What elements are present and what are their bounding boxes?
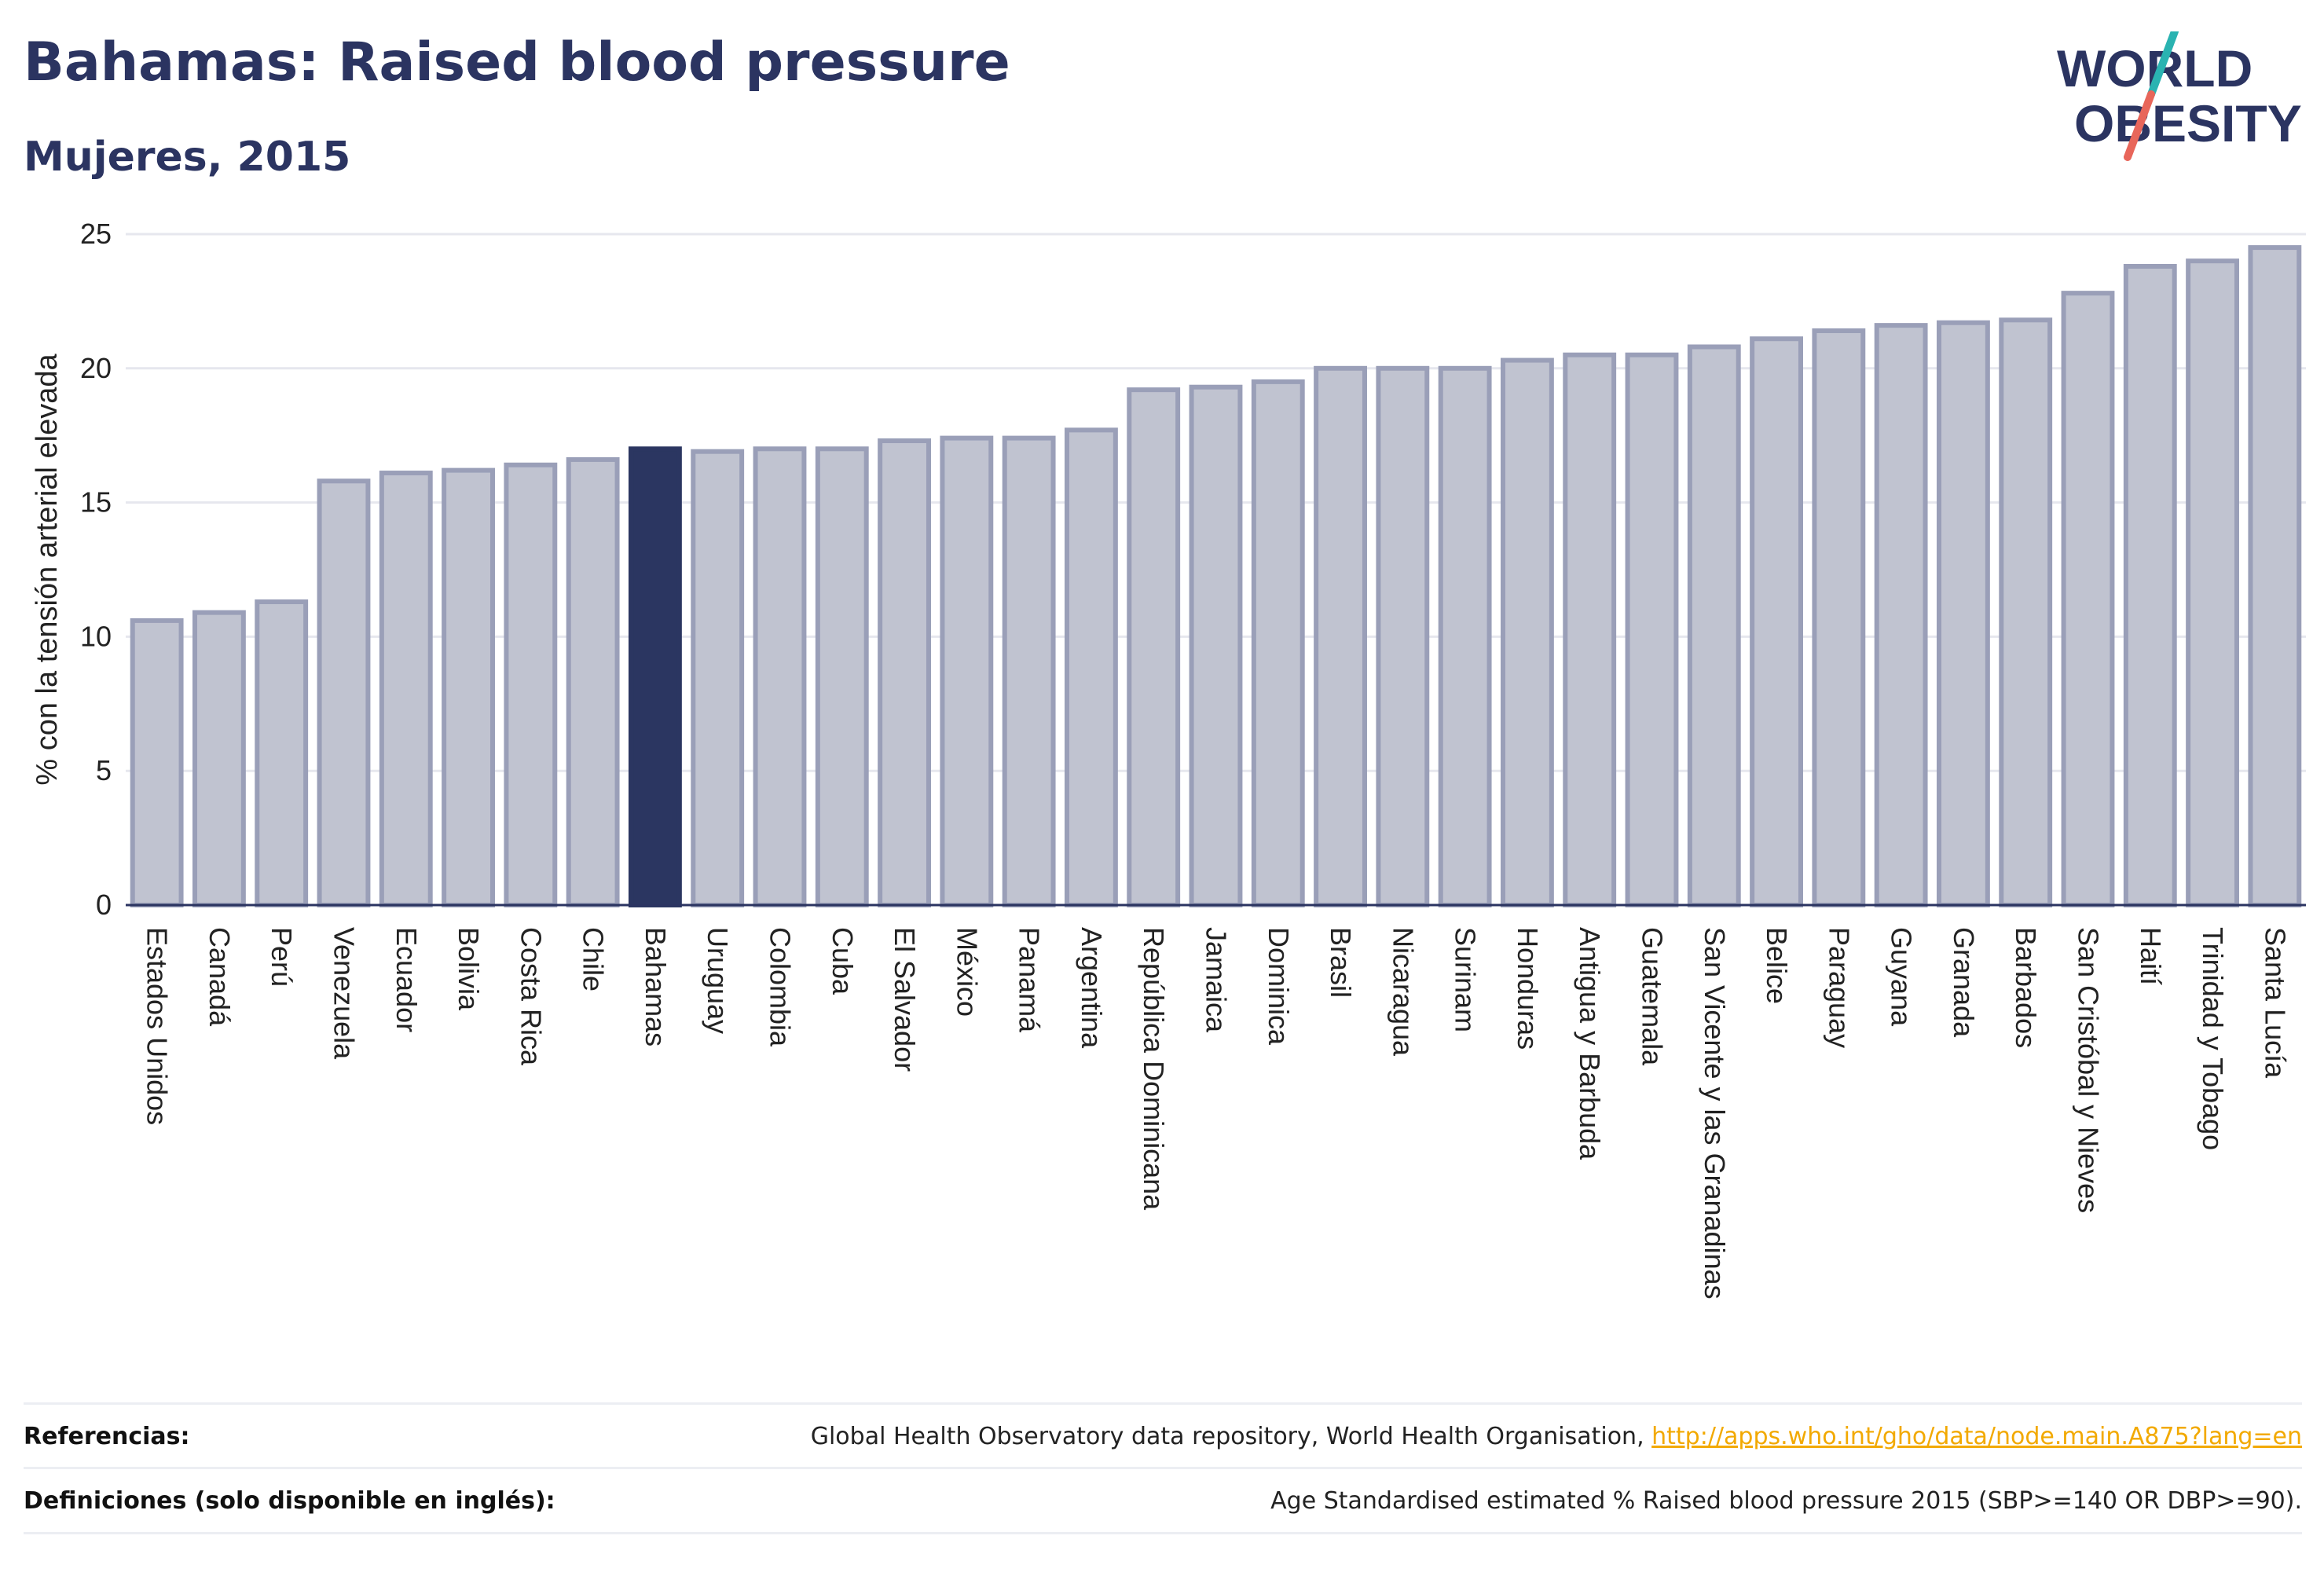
bar-haití [2123, 263, 2177, 907]
x-tick-label: Bolivia [453, 927, 485, 1011]
bar-nicaragua [1376, 365, 1430, 907]
bar-el-salvador [878, 438, 931, 907]
bar-uruguay [691, 449, 745, 907]
x-tick-label: Honduras [1512, 927, 1544, 1050]
references-link[interactable]: http://apps.who.int/gho/data/node.main.A… [1651, 1422, 2302, 1450]
bar-trinidad-y-tobago [2186, 258, 2239, 908]
x-tick-label: El Salvador [889, 927, 921, 1072]
y-axis-label: % con la tensión arterial elevada [31, 354, 64, 786]
bar-honduras [1501, 357, 1554, 907]
bar-costa-rica [504, 462, 558, 907]
bar-antigua-y-barbuda [1563, 352, 1617, 908]
x-tick-label: Dominica [1263, 927, 1295, 1046]
x-tick-label: Jamaica [1200, 927, 1233, 1033]
x-tick-labels: Estados Unidos Canadá Perú Venezuela Ecuador… [141, 927, 2292, 1299]
x-tick-label: Argentina [1076, 927, 1108, 1049]
y-tick-label: 25 [80, 218, 112, 250]
y-tick-label: 10 [80, 620, 112, 652]
x-tick-label: Canadá [203, 927, 236, 1027]
bar-bahamas [629, 446, 682, 907]
bar-argentina [1065, 427, 1118, 907]
x-tick-label: Cuba [827, 927, 859, 995]
references-label: Referencias: [24, 1422, 190, 1450]
bar-san-vicente-y-las-granadinas [1687, 344, 1741, 907]
bar-dominica [1251, 379, 1305, 907]
x-tick-label: San Cristóbal y Nieves [2073, 927, 2105, 1213]
x-tick-label: México [951, 927, 983, 1017]
bar-chile [566, 456, 620, 907]
bar-venezuela [317, 478, 371, 907]
bar-méxico [940, 435, 994, 907]
y-tick-label: 5 [96, 754, 112, 786]
bar-san-cristóbal-y-nieves [2061, 291, 2115, 908]
x-tick-label: Estados Unidos [141, 927, 174, 1125]
page-subtitle: Mujeres, 2015 [24, 134, 351, 181]
x-tick-label: Venezuela [328, 927, 361, 1060]
x-tick-label: Paraguay [1823, 927, 1855, 1048]
references-value: Global Health Observatory data repositor… [811, 1423, 2302, 1450]
x-tick-label: Santa Lucía [2259, 927, 2291, 1079]
x-tick-label: Costa Rica [515, 927, 547, 1066]
bar-colombia [753, 446, 807, 907]
bar-ecuador [379, 471, 433, 907]
x-tick-label: Chile [577, 927, 610, 991]
y-tick-label: 0 [96, 889, 112, 921]
logo-slash-teal [2147, 31, 2179, 98]
x-tick-label: Granada [1948, 927, 1980, 1038]
page-title: Bahamas: Raised blood pressure [24, 31, 1010, 93]
bar-paraguay [1812, 328, 1866, 907]
x-tick-label: Nicaragua [1387, 927, 1419, 1057]
x-tick-label: Brasil [1325, 927, 1357, 998]
bar-chart: Estados Unidos Canadá Perú Venezuela Ecuador… [31, 218, 2306, 1299]
x-tick-label: Panamá [1014, 927, 1046, 1033]
x-tick-label: Uruguay [702, 927, 734, 1034]
x-tick-label: Antigua y Barbuda [1574, 927, 1606, 1160]
bar-panamá [1002, 435, 1056, 907]
x-tick-label: Trinidad y Tobago [2197, 927, 2229, 1150]
bar-barbados [1999, 317, 2053, 907]
bar-brasil [1314, 365, 1367, 907]
bar-bolivia [442, 467, 495, 907]
logo-slash-coral [2124, 90, 2155, 161]
bar-cuba [815, 446, 869, 907]
bar-belice [1750, 336, 1803, 907]
x-tick-label: Bahamas [640, 927, 672, 1046]
bar-república-dominicana [1127, 387, 1181, 907]
definitions-label: Definiciones (solo disponible en inglés)… [24, 1486, 555, 1515]
x-tick-label: Surinam [1450, 927, 1482, 1032]
bar-santa-lucía [2248, 245, 2302, 907]
references-row: Referencias: Global Health Observatory d… [24, 1402, 2302, 1468]
bar-guyana [1874, 323, 1928, 908]
x-tick-label: Colombia [764, 927, 797, 1047]
x-tick-label: Guyana [1886, 927, 1918, 1027]
y-tick-labels: 0 5 10 15 20 25 [80, 218, 112, 921]
x-tick-label: Belice [1761, 927, 1793, 1004]
x-tick-label: Perú [266, 927, 298, 987]
logo-line2: OBESITY [2074, 94, 2302, 152]
definitions-text: Age Standardised estimated % Raised bloo… [1270, 1486, 2302, 1515]
bar-granada [1937, 320, 1990, 907]
bar-guatemala [1625, 352, 1679, 908]
bar-jamaica [1189, 384, 1243, 908]
bar-estados-unidos [130, 618, 184, 907]
y-tick-label: 15 [80, 486, 112, 519]
x-tick-label: República Dominicana [1138, 927, 1170, 1211]
x-tick-label: Ecuador [390, 927, 423, 1032]
definitions-row: Definiciones (solo disponible en inglés)… [24, 1467, 2302, 1534]
y-tick-label: 20 [80, 352, 112, 384]
x-tick-label: Haití [2135, 927, 2167, 985]
world-obesity-logo: WORLD OBESITY [2057, 31, 2302, 161]
bar-canadá [192, 610, 246, 907]
x-tick-label: Barbados [2010, 927, 2042, 1048]
bar-surinam [1438, 365, 1492, 907]
x-tick-label: Guatemala [1637, 927, 1669, 1066]
bar-perú [255, 599, 309, 907]
references-text: Global Health Observatory data repositor… [810, 1422, 1652, 1450]
bars [130, 245, 2302, 908]
x-tick-label: San Vicente y las Granadinas [1699, 927, 1731, 1299]
